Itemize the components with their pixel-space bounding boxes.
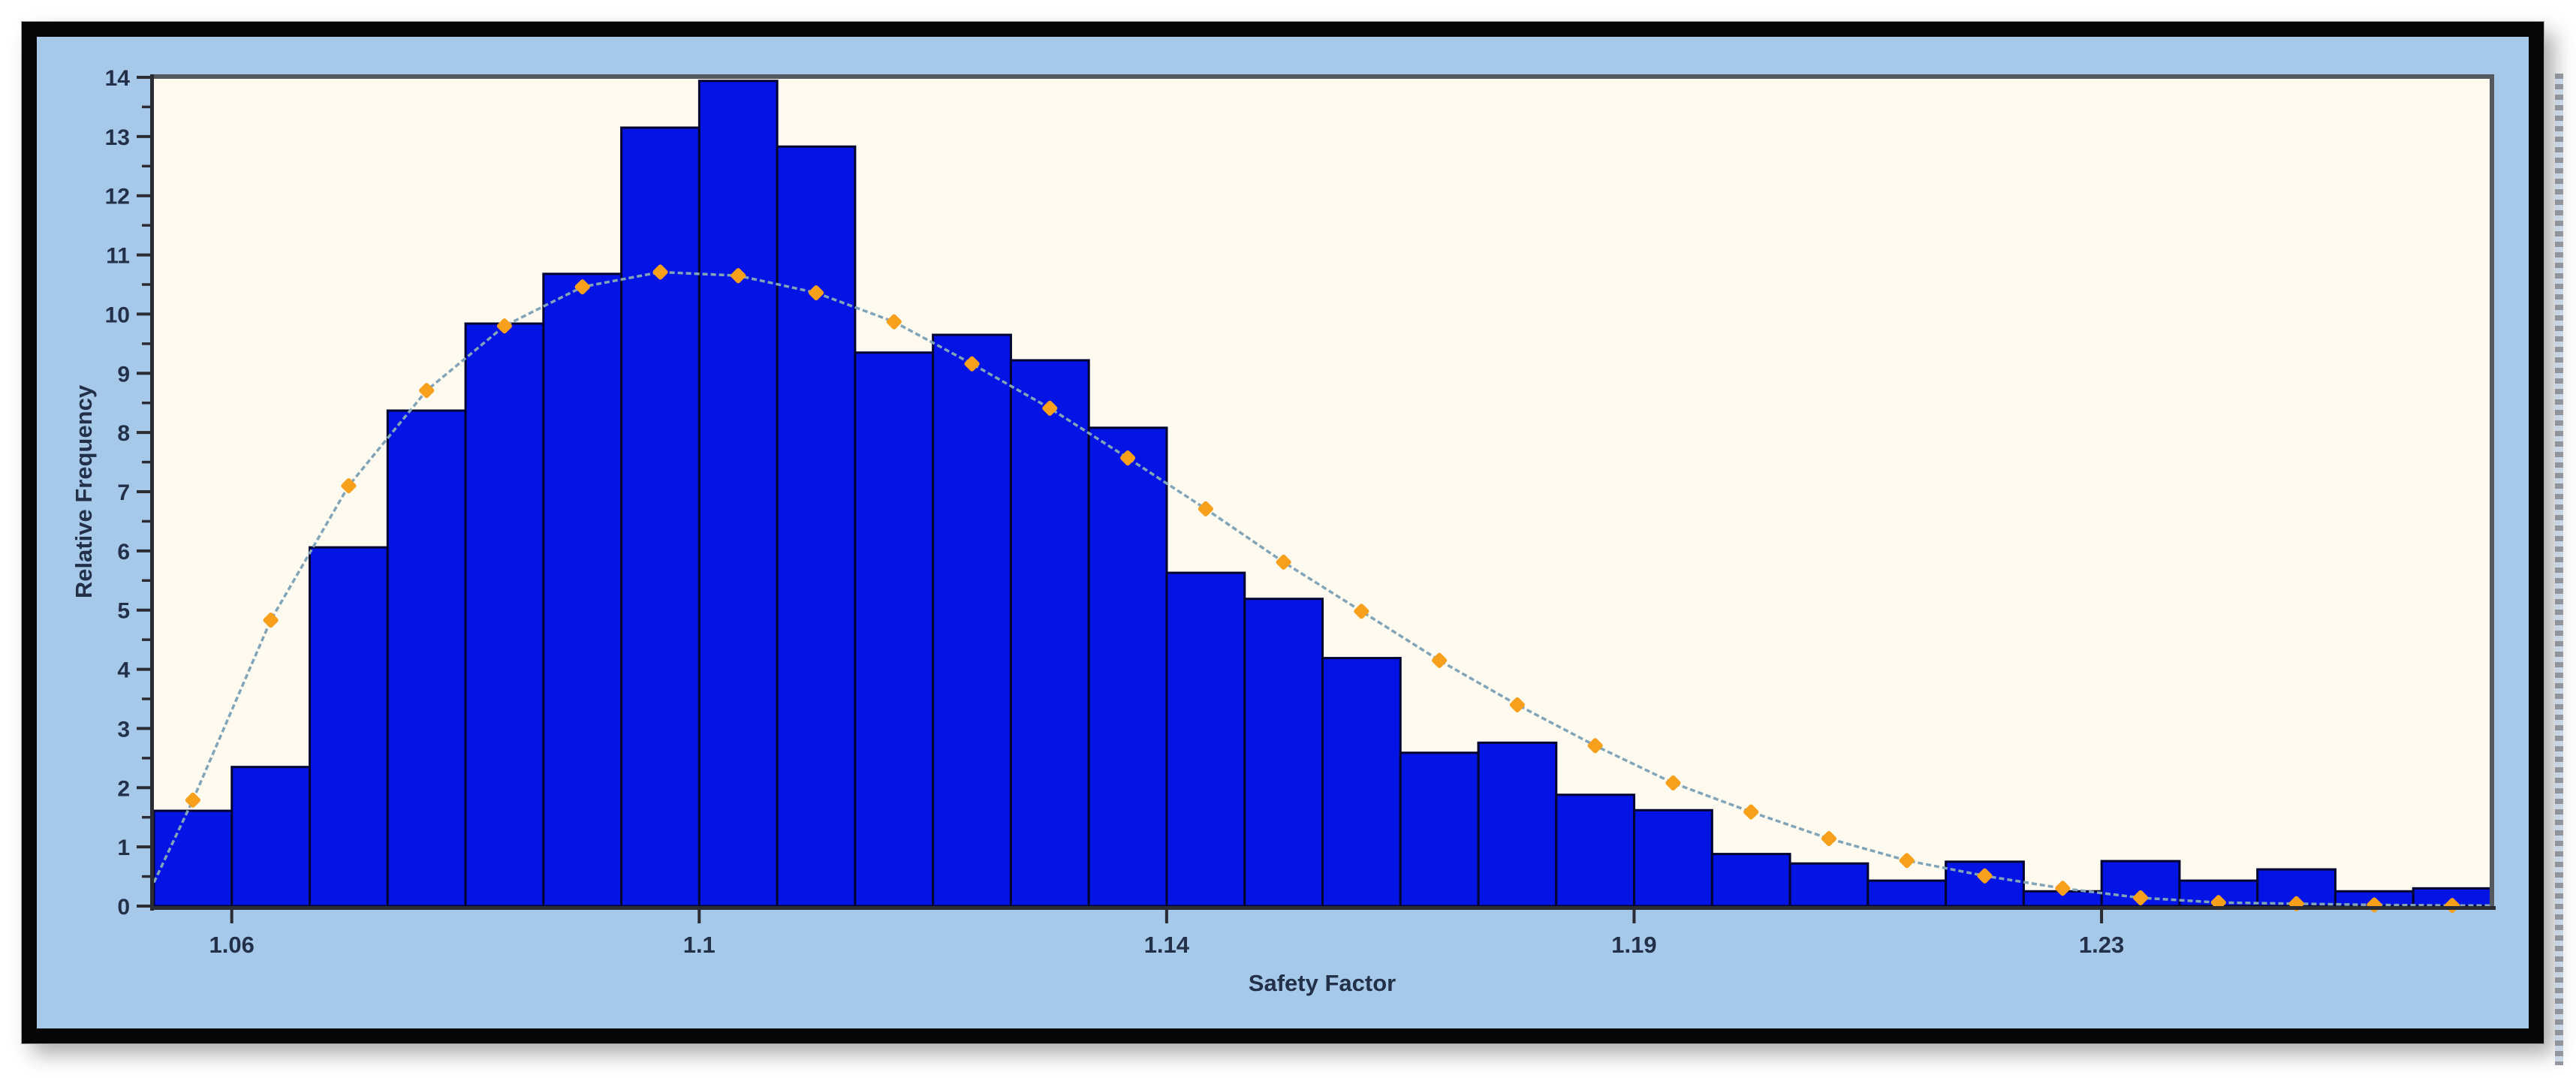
histogram-bar xyxy=(2256,868,2336,908)
fit-curve-marker xyxy=(1432,652,1448,668)
histogram-bar xyxy=(464,322,545,908)
fit-curve-marker xyxy=(1587,738,1603,754)
histogram-bar xyxy=(932,333,1012,908)
y-tick-label: 9 xyxy=(117,362,130,387)
histogram-bar xyxy=(776,145,857,908)
y-tick-label: 12 xyxy=(105,185,130,209)
y-tick-label: 5 xyxy=(117,599,130,624)
histogram-bar xyxy=(854,351,935,908)
fit-curve-marker xyxy=(1977,868,1993,884)
y-tick-label: 2 xyxy=(117,776,130,801)
histogram-bar xyxy=(1399,751,1480,908)
x-tick-label: 1.19 xyxy=(1611,932,1656,958)
fit-curve-marker xyxy=(1042,400,1058,416)
y-axis-title: Relative Frequency xyxy=(71,384,97,599)
histogram-bar xyxy=(1243,598,1324,908)
fit-curve-marker xyxy=(574,279,590,295)
y-tick-label: 4 xyxy=(117,658,130,683)
y-tick-label: 13 xyxy=(105,125,130,150)
fit-curve-marker xyxy=(1821,831,1837,847)
histogram-bar xyxy=(620,126,700,908)
y-tick-label: 1 xyxy=(117,836,130,860)
fit-curve-marker xyxy=(1509,697,1525,712)
histogram-bar xyxy=(542,273,623,908)
fit-curve-marker xyxy=(1354,604,1369,619)
fit-curve-marker xyxy=(419,383,435,399)
y-tick-label: 11 xyxy=(106,244,130,269)
fit-curve-marker xyxy=(2132,890,2149,906)
fit-curve-marker xyxy=(1198,501,1213,516)
histogram-bar xyxy=(309,546,389,908)
fit-curve-marker xyxy=(1276,554,1291,570)
histogram-bar xyxy=(1710,853,1791,908)
histogram-bar xyxy=(1477,741,1558,908)
x-axis-title: Safety Factor xyxy=(1248,970,1396,996)
histogram-bar xyxy=(1165,571,1246,908)
histogram-bar xyxy=(386,409,467,908)
y-tick-label: 14 xyxy=(105,66,131,91)
histogram-bar xyxy=(230,766,312,908)
histogram-bar xyxy=(1866,879,1948,908)
fit-curve-marker xyxy=(185,792,200,808)
x-tick-label: 1.1 xyxy=(683,932,716,958)
y-tick-label: 0 xyxy=(117,895,130,920)
fit-curve-marker xyxy=(808,285,824,301)
fit-curve-marker xyxy=(1899,853,1915,869)
histogram-bar xyxy=(697,80,779,908)
fit-curve-marker xyxy=(652,264,668,280)
x-tick-label: 1.06 xyxy=(209,932,254,958)
y-axis-line xyxy=(150,74,154,911)
histogram-bar xyxy=(1788,862,1869,908)
x-tick-label: 1.14 xyxy=(1144,932,1190,958)
histogram-bar xyxy=(1087,426,1168,908)
y-tick-label: 3 xyxy=(117,717,130,742)
fit-curve-marker xyxy=(263,613,279,628)
histogram-bar xyxy=(1321,657,1402,908)
right-dashed-strip xyxy=(2555,74,2563,1065)
fit-curve-marker xyxy=(886,314,902,330)
histogram-bar xyxy=(1555,793,1636,908)
fit-curve-marker xyxy=(731,268,746,284)
fit-curve-marker xyxy=(1743,804,1759,820)
y-tick-label: 10 xyxy=(105,303,130,327)
x-tick-label: 1.23 xyxy=(2079,932,2124,958)
y-tick-label: 7 xyxy=(117,480,130,505)
fit-curve-marker xyxy=(2055,881,2071,896)
fit-curve-marker xyxy=(1665,775,1681,791)
x-axis-line xyxy=(150,906,2496,910)
fit-curve-marker xyxy=(1120,450,1136,466)
fit-curve-marker xyxy=(341,478,357,494)
fit-curve-marker xyxy=(964,356,980,372)
histogram-bar xyxy=(1009,359,1090,908)
fit-curve xyxy=(152,270,2491,907)
y-tick-label: 6 xyxy=(117,540,130,565)
fit-curve-marker xyxy=(496,318,513,334)
histogram-bar xyxy=(1633,808,1713,908)
y-tick-label: 8 xyxy=(117,421,130,446)
